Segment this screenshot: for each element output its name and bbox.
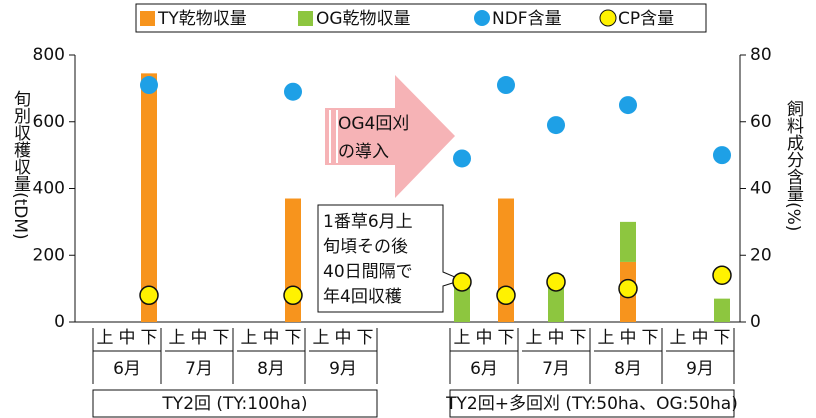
group-label: TY2回+多回刈 (TY:50ha、OG:50ha) bbox=[445, 394, 738, 414]
legend-label: TY乾物収量 bbox=[157, 9, 247, 29]
legend-swatch bbox=[298, 11, 313, 26]
y2-tick-label: 80 bbox=[750, 45, 772, 65]
x-tick-label: 上 bbox=[526, 328, 543, 348]
point bbox=[452, 272, 472, 292]
legend-label: CP含量 bbox=[618, 9, 674, 29]
point bbox=[618, 278, 638, 299]
point bbox=[546, 272, 566, 292]
bar bbox=[620, 221, 636, 262]
month-label: 6月 bbox=[113, 359, 141, 379]
x-tick-label: 下 bbox=[570, 328, 587, 348]
x-tick-label: 上 bbox=[97, 328, 114, 348]
x-tick-label: 中 bbox=[263, 328, 280, 348]
x-tick-label: 上 bbox=[670, 328, 687, 348]
x-tick-label: 上 bbox=[454, 328, 471, 348]
x-tick-label: 下 bbox=[213, 328, 230, 348]
annotation: 40日間隔で bbox=[323, 262, 413, 282]
x-tick-label: 上 bbox=[241, 328, 258, 348]
x-tick-label: 下 bbox=[357, 328, 374, 348]
month-label: 9月 bbox=[686, 359, 714, 379]
point bbox=[453, 149, 471, 168]
arrow bbox=[325, 75, 455, 198]
x-tick-label: 中 bbox=[548, 328, 565, 348]
month-label: 6月 bbox=[470, 359, 498, 379]
annotation: 年4回収穫 bbox=[323, 287, 402, 307]
point bbox=[496, 285, 516, 306]
annotation: 1番草6月上 bbox=[323, 212, 413, 232]
y-tick-label: 400 bbox=[33, 179, 65, 199]
point bbox=[713, 146, 731, 165]
point bbox=[139, 285, 159, 306]
bar bbox=[141, 73, 157, 322]
annotation: の導入 bbox=[338, 142, 389, 162]
annotation: OG4回刈 bbox=[338, 114, 409, 134]
legend-label: NDF含量 bbox=[492, 9, 562, 29]
x-tick-label: 中 bbox=[476, 328, 493, 348]
month-label: 7月 bbox=[542, 359, 570, 379]
y2-axis-label: 飼料成分含量(%) bbox=[783, 100, 804, 231]
x-tick-label: 下 bbox=[498, 328, 515, 348]
x-tick-label: 下 bbox=[141, 328, 158, 348]
x-tick-label: 上 bbox=[313, 328, 330, 348]
y-axis-label: 旬別収穫収量(tDM) bbox=[10, 90, 31, 240]
x-tick-label: 下 bbox=[285, 328, 302, 348]
y2-tick-label: 20 bbox=[750, 245, 772, 265]
legend-swatch bbox=[599, 9, 617, 27]
legend-swatch bbox=[140, 11, 155, 26]
month-label: 7月 bbox=[185, 359, 213, 379]
y-tick-label: 800 bbox=[33, 45, 65, 65]
month-label: 9月 bbox=[329, 359, 357, 379]
month-label: 8月 bbox=[614, 359, 642, 379]
y2-tick-label: 40 bbox=[750, 179, 772, 199]
y-tick-label: 0 bbox=[54, 312, 65, 332]
bar bbox=[454, 285, 470, 322]
x-tick-label: 上 bbox=[169, 328, 186, 348]
y-tick-label: 600 bbox=[33, 112, 65, 132]
x-tick-label: 下 bbox=[714, 328, 731, 348]
point bbox=[712, 265, 732, 286]
group-box bbox=[449, 389, 735, 418]
bar bbox=[714, 298, 730, 322]
x-tick-label: 中 bbox=[692, 328, 709, 348]
x-tick-label: 上 bbox=[598, 328, 615, 348]
month-label: 8月 bbox=[257, 359, 285, 379]
legend-label: OG乾物収量 bbox=[316, 9, 411, 29]
x-tick-label: 中 bbox=[119, 328, 136, 348]
y2-tick-label: 60 bbox=[750, 112, 772, 132]
annotation: 旬頃その後 bbox=[323, 237, 408, 257]
x-tick-label: 下 bbox=[642, 328, 659, 348]
point bbox=[619, 96, 637, 115]
x-tick-label: 中 bbox=[620, 328, 637, 348]
y-tick-label: 200 bbox=[33, 245, 65, 265]
legend-swatch bbox=[474, 10, 490, 26]
group-box bbox=[92, 389, 378, 418]
point bbox=[283, 285, 303, 306]
group-label: TY2回 (TY:100ha) bbox=[161, 394, 307, 414]
point bbox=[140, 76, 158, 95]
x-tick-label: 中 bbox=[335, 328, 352, 348]
point bbox=[547, 116, 565, 135]
y2-tick-label: 0 bbox=[750, 312, 761, 332]
point bbox=[284, 82, 302, 101]
point bbox=[497, 76, 515, 95]
x-tick-label: 中 bbox=[191, 328, 208, 348]
